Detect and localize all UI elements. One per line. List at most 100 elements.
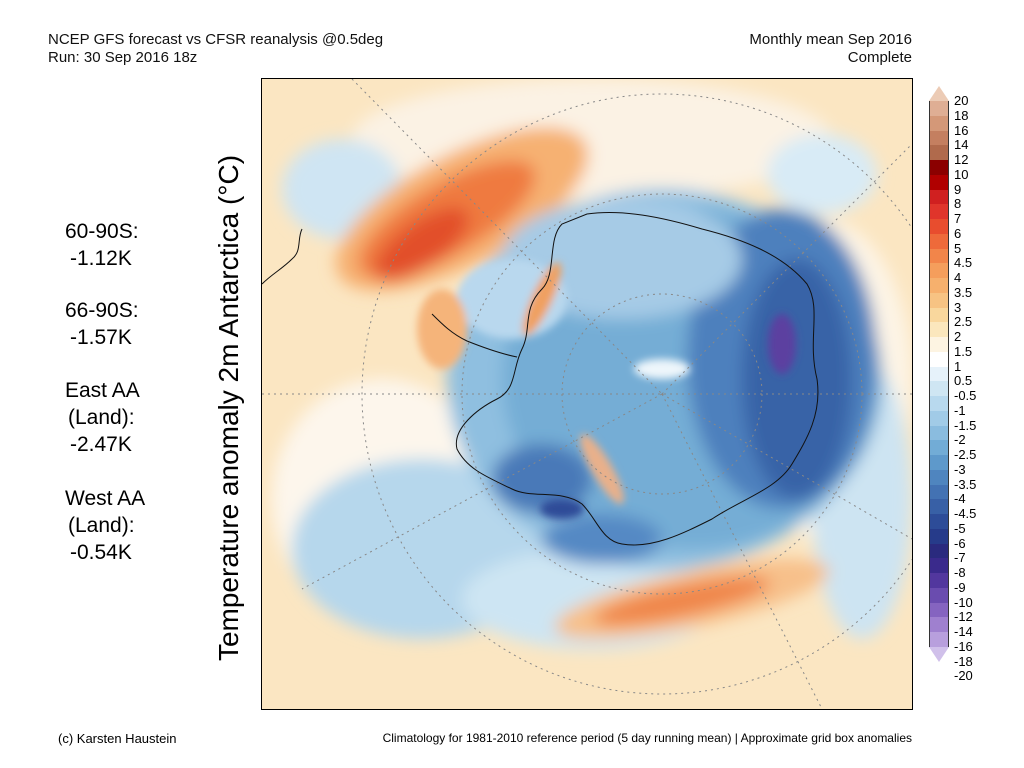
- colorbar-label: -5: [954, 520, 966, 536]
- colorbar-label: -1: [954, 402, 966, 418]
- anomaly-detail: [417, 259, 796, 519]
- colorbar-label: -20: [954, 668, 973, 684]
- colorbar-label: 6: [954, 225, 962, 241]
- colorbar-label: 18: [954, 107, 969, 123]
- colorbar-label: -4: [954, 491, 966, 507]
- stat-west-aa: West AA (Land): -0.54K: [65, 485, 145, 566]
- colorbar-cell: [929, 145, 949, 161]
- header-left: NCEP GFS forecast vs CFSR reanalysis @0.…: [48, 31, 383, 67]
- colorbar-label: 0.5: [954, 373, 973, 389]
- colorbar-cell: [929, 528, 949, 544]
- colorbar-label: 9: [954, 181, 962, 197]
- colorbar-cell: [929, 292, 949, 308]
- colorbar-label: 2.5: [954, 314, 973, 330]
- colorbar-cell: [929, 101, 949, 117]
- colorbar-cell: [929, 632, 949, 648]
- colorbar-label: -6: [954, 535, 966, 551]
- colorbar-cell: [929, 115, 949, 131]
- colorbar-cell: [929, 587, 949, 603]
- colorbar-cell: [929, 543, 949, 559]
- colorbar-cell: [929, 573, 949, 589]
- colorbar-cell: [929, 174, 949, 190]
- colorbar-cell: [929, 425, 949, 441]
- colorbar-label: 14: [954, 137, 969, 153]
- colorbar-cell: [929, 130, 949, 146]
- colorbar-cell: [929, 233, 949, 249]
- colorbar-label: -3: [954, 461, 966, 477]
- header-right: Monthly mean Sep 2016 Complete: [749, 31, 912, 67]
- colorbar-bottom-arrow: [929, 646, 949, 662]
- colorbar-label: -9: [954, 579, 966, 595]
- colorbar-label: 8: [954, 196, 962, 212]
- colorbar-label: -18: [954, 653, 973, 669]
- colorbar-label: 4: [954, 270, 962, 285]
- stat-east-aa: East AA (Land): -2.47K: [65, 377, 140, 458]
- colorbar-cell: [929, 440, 949, 456]
- climatology-note: Climatology for 1981-2010 reference peri…: [382, 731, 912, 745]
- colorbar-cell: [929, 602, 949, 618]
- colorbar-label: 1: [954, 358, 962, 374]
- colorbar-cell: [929, 204, 949, 220]
- colorbar-label: 2: [954, 329, 962, 344]
- colorbar-label: -1.5: [954, 417, 977, 433]
- stat-66-90s: 66-90S: -1.57K: [65, 297, 139, 351]
- stat-value: -1.57K: [70, 326, 132, 349]
- colorbar-label: -0.5: [954, 388, 977, 403]
- colorbar-label: 3.5: [954, 284, 973, 300]
- colorbar-cell: [929, 410, 949, 426]
- colorbar-label: 12: [954, 152, 969, 167]
- colorbar-cell: [929, 322, 949, 338]
- stat-label: East AA: [65, 379, 140, 402]
- colorbar-cell: [929, 396, 949, 412]
- colorbar-label: -8: [954, 565, 966, 580]
- stat-value: -0.54K: [70, 541, 132, 564]
- colorbar-label: -16: [954, 638, 973, 654]
- colorbar-label: 7: [954, 211, 962, 226]
- colorbar-label: 10: [954, 166, 969, 182]
- colorbar-label: -4.5: [954, 506, 977, 521]
- stat-label-2: (Land):: [68, 406, 135, 429]
- stat-label: 60-90S:: [65, 220, 139, 243]
- colorbar-label: -14: [954, 624, 973, 639]
- stat-label: 66-90S:: [65, 299, 139, 322]
- colorbar-label: 20: [954, 93, 969, 108]
- map-svg: [262, 79, 912, 709]
- colorbar-cell: [929, 484, 949, 500]
- colorbar-cell: [929, 263, 949, 279]
- colorbar-label: 3: [954, 299, 962, 315]
- colorbar-cell: [929, 499, 949, 515]
- stat-label-2: (Land):: [68, 514, 135, 537]
- colorbar-label: 1.5: [954, 343, 973, 359]
- colorbar-cell: [929, 189, 949, 205]
- colorbar-cell: [929, 558, 949, 574]
- colorbar-label: 5: [954, 240, 962, 256]
- colorbar-cell: [929, 617, 949, 633]
- colorbar-cell: [929, 366, 949, 382]
- colorbar-cell: [929, 248, 949, 264]
- peninsula-coastline: [431, 313, 518, 358]
- colorbar-cell: [929, 160, 949, 176]
- south-america-coastline: [262, 228, 303, 285]
- period-line-2: Complete: [847, 49, 912, 66]
- colorbar-label: -2: [954, 432, 966, 448]
- colorbar-cell: [929, 455, 949, 471]
- colorbar-cell: [929, 307, 949, 323]
- anomaly-map: [261, 78, 913, 710]
- colorbar-label: -7: [954, 550, 966, 566]
- colorbar-top-arrow: [929, 86, 949, 101]
- colorbar-label: -12: [954, 609, 973, 625]
- colorbar-label: 16: [954, 122, 969, 138]
- title-line-1: NCEP GFS forecast vs CFSR reanalysis @0.…: [48, 31, 384, 48]
- credit-text: (c) Karsten Haustein: [58, 731, 177, 746]
- antarctica-coastline: [455, 212, 819, 546]
- stat-value: -2.47K: [70, 433, 132, 456]
- stat-value: -1.12K: [70, 247, 132, 270]
- colorbar-label: -10: [954, 594, 973, 610]
- colorbar-cell: [929, 514, 949, 530]
- title-line-2: Run: 30 Sep 2016 18z: [48, 49, 198, 66]
- period-line-1: Monthly mean Sep 2016: [749, 31, 912, 48]
- stat-60-90s: 60-90S: -1.12K: [65, 218, 139, 272]
- colorbar-label: 4.5: [954, 255, 973, 271]
- stat-label: West AA: [65, 487, 146, 510]
- colorbar-cell: [929, 337, 949, 353]
